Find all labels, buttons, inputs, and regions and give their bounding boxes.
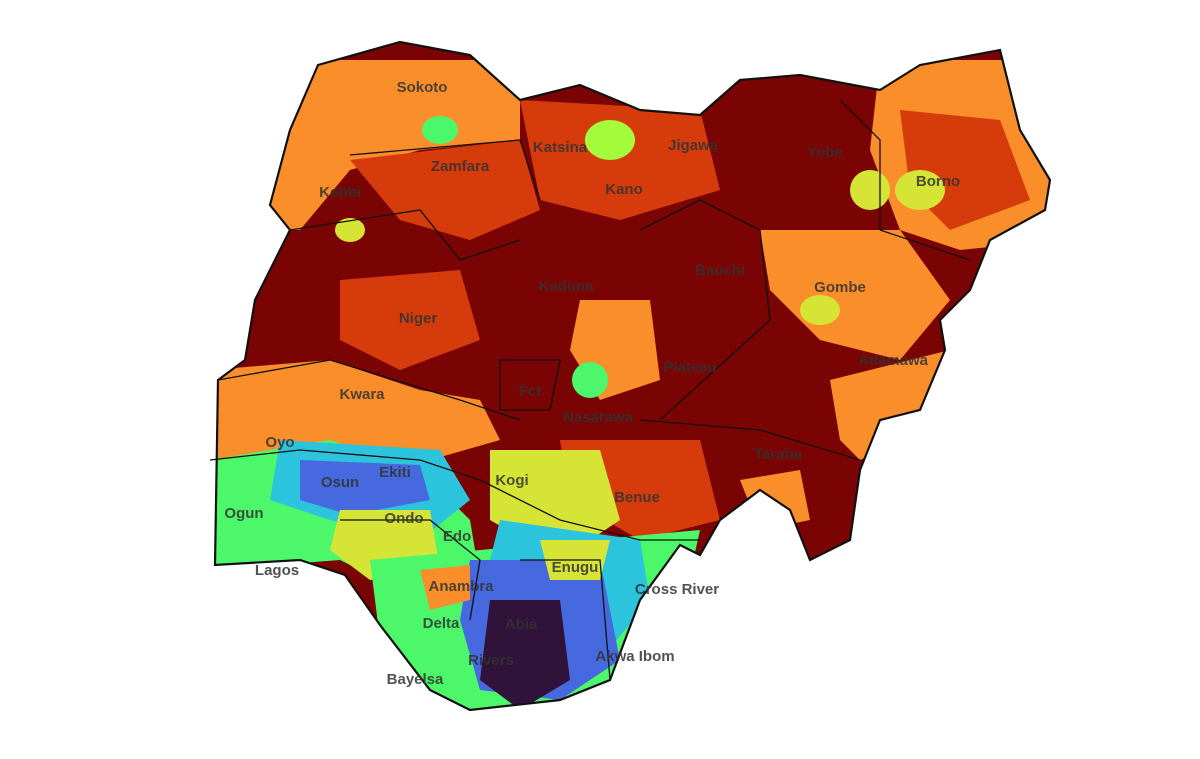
state-label: Abia xyxy=(505,616,538,633)
state-label: Kebbi xyxy=(319,184,361,201)
state-label: Nasarawa xyxy=(563,409,634,426)
state-label: Sokoto xyxy=(397,79,448,96)
state-label: Edo xyxy=(443,528,471,545)
state-label: Yobe xyxy=(807,144,843,161)
state-label: Bauchi xyxy=(695,262,745,279)
state-label: Akwa Ibom xyxy=(595,648,674,665)
state-label: Gombe xyxy=(814,279,866,296)
state-label: Kwara xyxy=(339,386,385,403)
state-label: Ekiti xyxy=(379,464,411,481)
state-label: Taraba xyxy=(754,446,803,463)
state-label: Plateau xyxy=(663,359,716,376)
state-label: Kano xyxy=(605,181,643,198)
state-label: Lagos xyxy=(255,562,299,579)
country-outline xyxy=(213,40,1052,712)
state-label: Cross River xyxy=(635,581,719,598)
state-label: Osun xyxy=(321,474,359,491)
state-label: Ogun xyxy=(224,505,263,522)
state-label: Benue xyxy=(614,489,660,506)
state-label: Oyo xyxy=(265,434,294,451)
state-label: Kaduna xyxy=(538,278,594,295)
regions xyxy=(215,42,1050,710)
state-borders xyxy=(209,99,971,681)
state-label: Fct xyxy=(519,383,542,400)
state-label: Zamfara xyxy=(431,158,490,175)
state-label: Bayelsa xyxy=(387,671,444,688)
state-label: Delta xyxy=(423,615,460,632)
state-label: Enugu xyxy=(552,559,599,576)
state-label: Rivers xyxy=(468,652,514,669)
state-label: Adamawa xyxy=(858,352,929,369)
state-label: Kogi xyxy=(495,472,528,489)
state-label: Katsina xyxy=(533,139,588,156)
state-label: Niger xyxy=(399,310,438,327)
state-label: Borno xyxy=(916,173,960,190)
state-label: Anambra xyxy=(428,578,494,595)
state-label: Jigawa xyxy=(668,137,719,154)
state-label: Ondo xyxy=(384,510,423,527)
state-labels: Sokoto Katsina Jigawa Yobe Borno Zamfara Kano K… xyxy=(224,79,960,688)
